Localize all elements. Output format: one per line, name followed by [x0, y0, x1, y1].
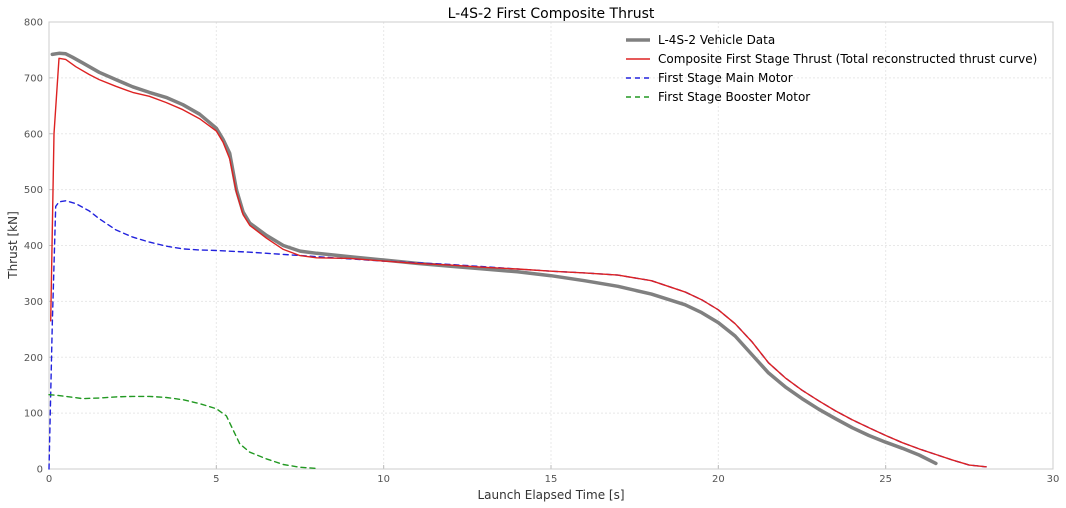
- y-tick-label: 700: [24, 73, 43, 84]
- x-tick-label: 5: [213, 474, 219, 485]
- series-line-1: [50, 57, 987, 468]
- x-tick-label: 10: [377, 474, 390, 485]
- y-tick-label: 400: [24, 241, 43, 252]
- legend: L-4S-2 Vehicle Data Composite First Stage…: [626, 33, 1037, 104]
- y-tick-label: 800: [24, 18, 43, 29]
- plot-frame: [48, 21, 1054, 470]
- series-lines: [48, 51, 987, 470]
- y-tick-label: 300: [24, 297, 43, 308]
- series-line-2: [48, 200, 987, 470]
- legend-entry-0: L-4S-2 Vehicle Data: [658, 33, 775, 47]
- legend-entry-1: Composite First Stage Thrust (Total reco…: [658, 52, 1037, 66]
- grid: [48, 21, 1054, 470]
- x-tick-label: 15: [545, 474, 558, 485]
- x-tick-label: 0: [46, 474, 52, 485]
- y-axis-label: Thrust [kN]: [6, 211, 20, 280]
- chart-title: L-4S-2 First Composite Thrust: [448, 6, 655, 22]
- y-tick-label: 600: [24, 129, 43, 140]
- legend-entry-2: First Stage Main Motor: [658, 71, 793, 85]
- series-line-0: [50, 51, 938, 466]
- y-tick-label: 0: [37, 465, 43, 476]
- x-tick-label: 25: [879, 474, 892, 485]
- x-tick-label: 30: [1047, 474, 1060, 485]
- x-axis-label: Launch Elapsed Time [s]: [477, 488, 624, 502]
- x-tick-label: 20: [712, 474, 725, 485]
- y-tick-label: 100: [24, 409, 43, 420]
- legend-entry-3: First Stage Booster Motor: [658, 90, 810, 104]
- y-tick-label: 500: [24, 185, 43, 196]
- series-line-3: [48, 394, 318, 470]
- y-tick-label: 200: [24, 353, 43, 364]
